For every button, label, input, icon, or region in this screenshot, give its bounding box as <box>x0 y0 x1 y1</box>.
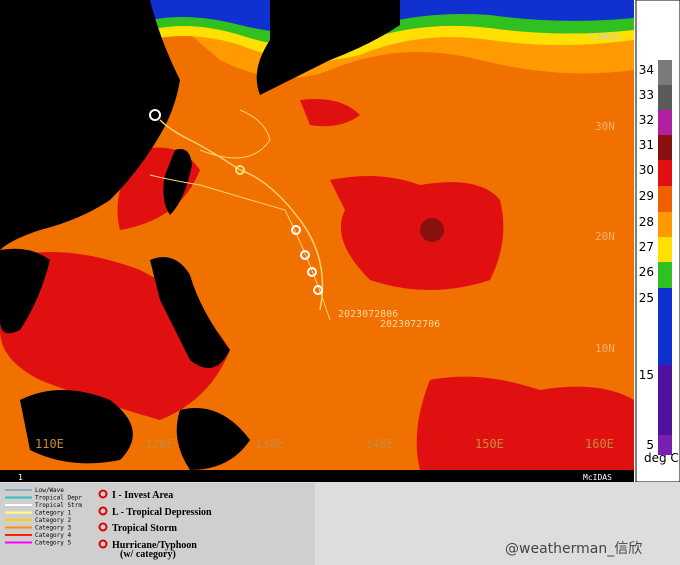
storm-symbol <box>300 250 310 260</box>
lon-label: 150E <box>475 437 504 451</box>
colorbar-swatch <box>658 110 672 135</box>
logo: CIMSS <box>590 32 620 43</box>
colorbar-swatch <box>658 85 672 110</box>
storm-symbols <box>149 109 323 295</box>
colorbar-unit: deg C <box>644 451 679 465</box>
track-label: Low/Wave <box>35 487 64 494</box>
colorbar-swatch <box>658 365 672 435</box>
symbol-icon <box>98 539 108 549</box>
track-label: Tropical Depr <box>35 495 82 502</box>
colorbar-swatch <box>658 435 672 455</box>
legend-box <box>0 483 315 565</box>
symbol-icon <box>98 522 108 532</box>
track-label: Category 1 <box>35 510 72 517</box>
colorbar-label: 32 <box>639 113 654 127</box>
colorbar-swatch <box>658 60 672 85</box>
storm-symbol <box>235 165 245 175</box>
symbol-icon <box>98 489 108 499</box>
lat-label: 20N <box>595 230 615 243</box>
islands <box>176 408 250 470</box>
colorbar-label: 30 <box>639 163 654 177</box>
symbol-label: I - Invest Area <box>112 490 173 501</box>
colorbar-swatch <box>658 237 672 262</box>
red-patch <box>300 99 360 127</box>
footer-left: 1 <box>18 473 23 482</box>
storm-symbol <box>149 109 161 121</box>
symbol-icon <box>98 506 108 516</box>
lon-label: 110E <box>35 437 64 451</box>
track-previous <box>149 174 331 321</box>
colorbar: 34 33 32 31 30 29 28 27 26 25 15 5 deg C <box>635 0 680 483</box>
track-label: Category 2 <box>35 517 72 524</box>
lon-label: 130E <box>255 437 284 451</box>
track-label: Category 3 <box>35 525 72 532</box>
warm-pool <box>330 176 504 290</box>
lon-labels: 110E 120E 130E 140E 150E 160E <box>35 437 614 451</box>
borneo <box>20 390 133 464</box>
date-label: 2023072706 <box>380 319 440 330</box>
track-forecast <box>199 109 271 159</box>
colorbar-label: 33 <box>639 88 654 102</box>
colorbar-label: 15 <box>639 368 654 382</box>
lat-labels: 30N 20N 10N <box>595 120 615 355</box>
lon-label: 120E <box>145 437 174 451</box>
storm-symbol <box>313 285 323 295</box>
symbol-label: L - Tropical Depression <box>112 507 212 518</box>
hot-spot <box>420 218 444 242</box>
japan <box>256 0 400 95</box>
lat-label: 30N <box>595 120 615 133</box>
sst-map: CIMSS 30N 20N 10N 110E 120E 130E 140E 150E 160E… <box>0 0 634 482</box>
symbol-legend: I - Invest Area L - Tropical Depression Tr… <box>98 489 212 560</box>
mainland <box>0 0 180 250</box>
symbol-label: (w/ category) <box>120 549 176 560</box>
storm-symbol <box>307 267 317 277</box>
lon-label: 160E <box>585 437 614 451</box>
colorbar-swatch <box>658 135 672 160</box>
indochina <box>0 248 50 334</box>
lon-label: 140E <box>365 437 394 451</box>
colorbar-label: 28 <box>639 215 654 229</box>
storm-symbol <box>291 225 301 235</box>
colorbar-label: 34 <box>639 63 654 77</box>
date-label: 2023072806 <box>338 309 398 320</box>
luzon <box>150 257 230 368</box>
track-label: Category 5 <box>35 540 72 547</box>
colorbar-swatches: 34 33 32 31 30 29 28 27 26 25 15 5 <box>639 60 672 455</box>
colorbar-swatch <box>658 288 672 365</box>
colorbar-swatch <box>658 262 672 288</box>
taiwan <box>163 149 192 215</box>
track-label: Tropical Strm <box>35 502 82 509</box>
colorbar-label: 5 <box>646 438 654 452</box>
lat-label: 10N <box>595 342 615 355</box>
symbol-label: Tropical Storm <box>112 523 178 534</box>
track-label: Category 4 <box>35 532 72 539</box>
colorbar-swatch <box>658 186 672 212</box>
colorbar-label: 26 <box>639 265 654 279</box>
colorbar-label: 29 <box>639 189 654 203</box>
watermark: @weatherman_信欣 <box>505 541 642 557</box>
colorbar-label: 25 <box>639 291 654 305</box>
colorbar-swatch <box>658 212 672 237</box>
colorbar-label: 31 <box>639 138 654 152</box>
south-red <box>416 376 634 470</box>
footer-right: McIDAS <box>583 473 612 482</box>
symbol-label: Hurricane/Typhoon <box>112 540 197 551</box>
colorbar-swatch <box>658 160 672 186</box>
map-footer <box>0 470 634 482</box>
colorbar-label: 27 <box>639 240 654 254</box>
